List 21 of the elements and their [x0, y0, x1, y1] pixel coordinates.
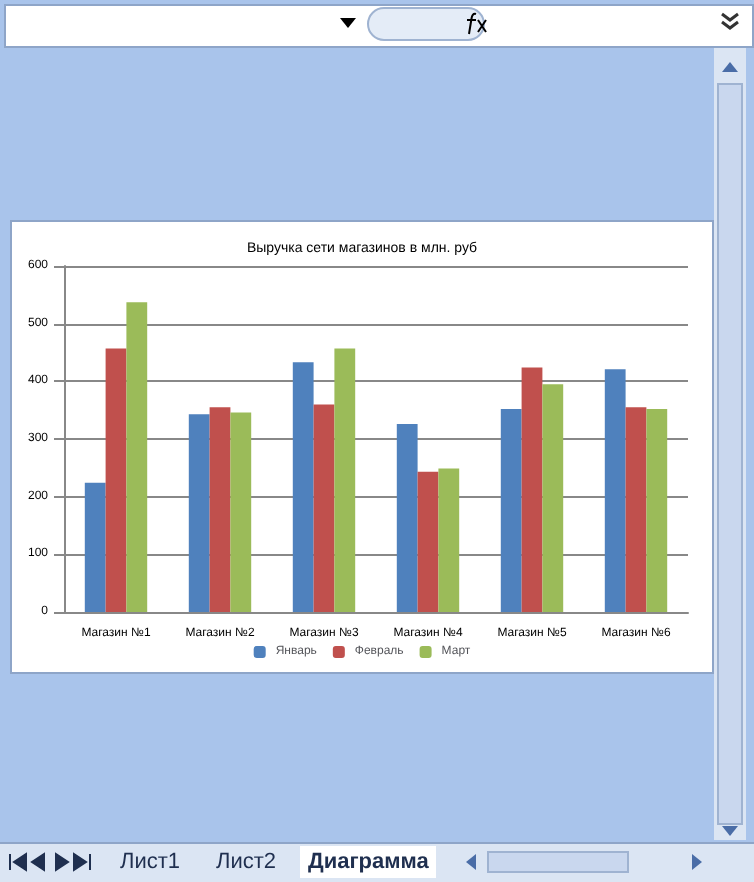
bar — [105, 348, 127, 612]
bar — [417, 471, 439, 612]
bar — [646, 409, 668, 612]
bar — [188, 414, 210, 612]
bar — [126, 302, 148, 612]
bar — [334, 348, 356, 612]
bar — [84, 482, 106, 612]
bar — [604, 369, 626, 612]
bar — [292, 362, 314, 612]
bar — [396, 424, 418, 612]
text: Лист1 — [118, 850, 183, 874]
bar — [500, 409, 522, 612]
bar — [313, 404, 335, 612]
bar — [209, 407, 231, 612]
bar — [438, 468, 460, 612]
bar — [542, 384, 564, 612]
bar — [521, 367, 543, 612]
bar — [230, 412, 252, 612]
bar — [625, 407, 647, 612]
text: Лист2 — [214, 850, 279, 874]
text: Диаграмма — [300, 846, 437, 878]
